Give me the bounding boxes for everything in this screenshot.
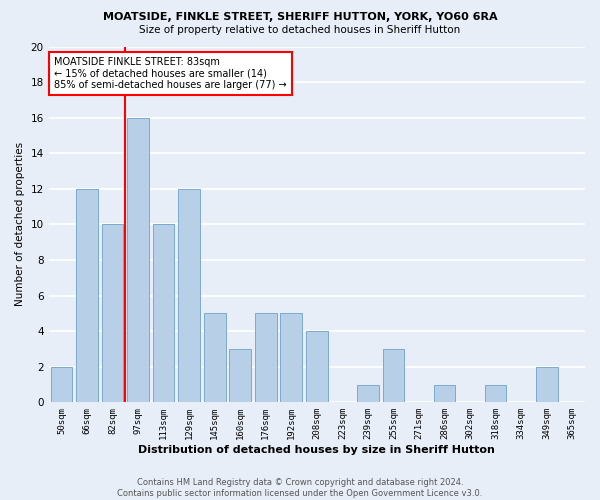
Bar [434, 384, 455, 402]
Bar [383, 349, 404, 403]
Bar [76, 189, 98, 402]
Bar [485, 384, 506, 402]
Bar [50, 367, 72, 402]
Text: Contains HM Land Registry data © Crown copyright and database right 2024.
Contai: Contains HM Land Registry data © Crown c… [118, 478, 482, 498]
Bar [280, 314, 302, 402]
Bar [204, 314, 226, 402]
Bar [229, 349, 251, 403]
Bar [127, 118, 149, 403]
Text: MOATSIDE, FINKLE STREET, SHERIFF HUTTON, YORK, YO60 6RA: MOATSIDE, FINKLE STREET, SHERIFF HUTTON,… [103, 12, 497, 22]
Bar [255, 314, 277, 402]
Bar [536, 367, 557, 402]
Bar [101, 224, 124, 402]
Bar [178, 189, 200, 402]
Text: Size of property relative to detached houses in Sheriff Hutton: Size of property relative to detached ho… [139, 25, 461, 35]
Bar [306, 331, 328, 402]
Bar [153, 224, 175, 402]
Bar [357, 384, 379, 402]
X-axis label: Distribution of detached houses by size in Sheriff Hutton: Distribution of detached houses by size … [139, 445, 495, 455]
Text: MOATSIDE FINKLE STREET: 83sqm
← 15% of detached houses are smaller (14)
85% of s: MOATSIDE FINKLE STREET: 83sqm ← 15% of d… [54, 57, 287, 90]
Y-axis label: Number of detached properties: Number of detached properties [15, 142, 25, 306]
